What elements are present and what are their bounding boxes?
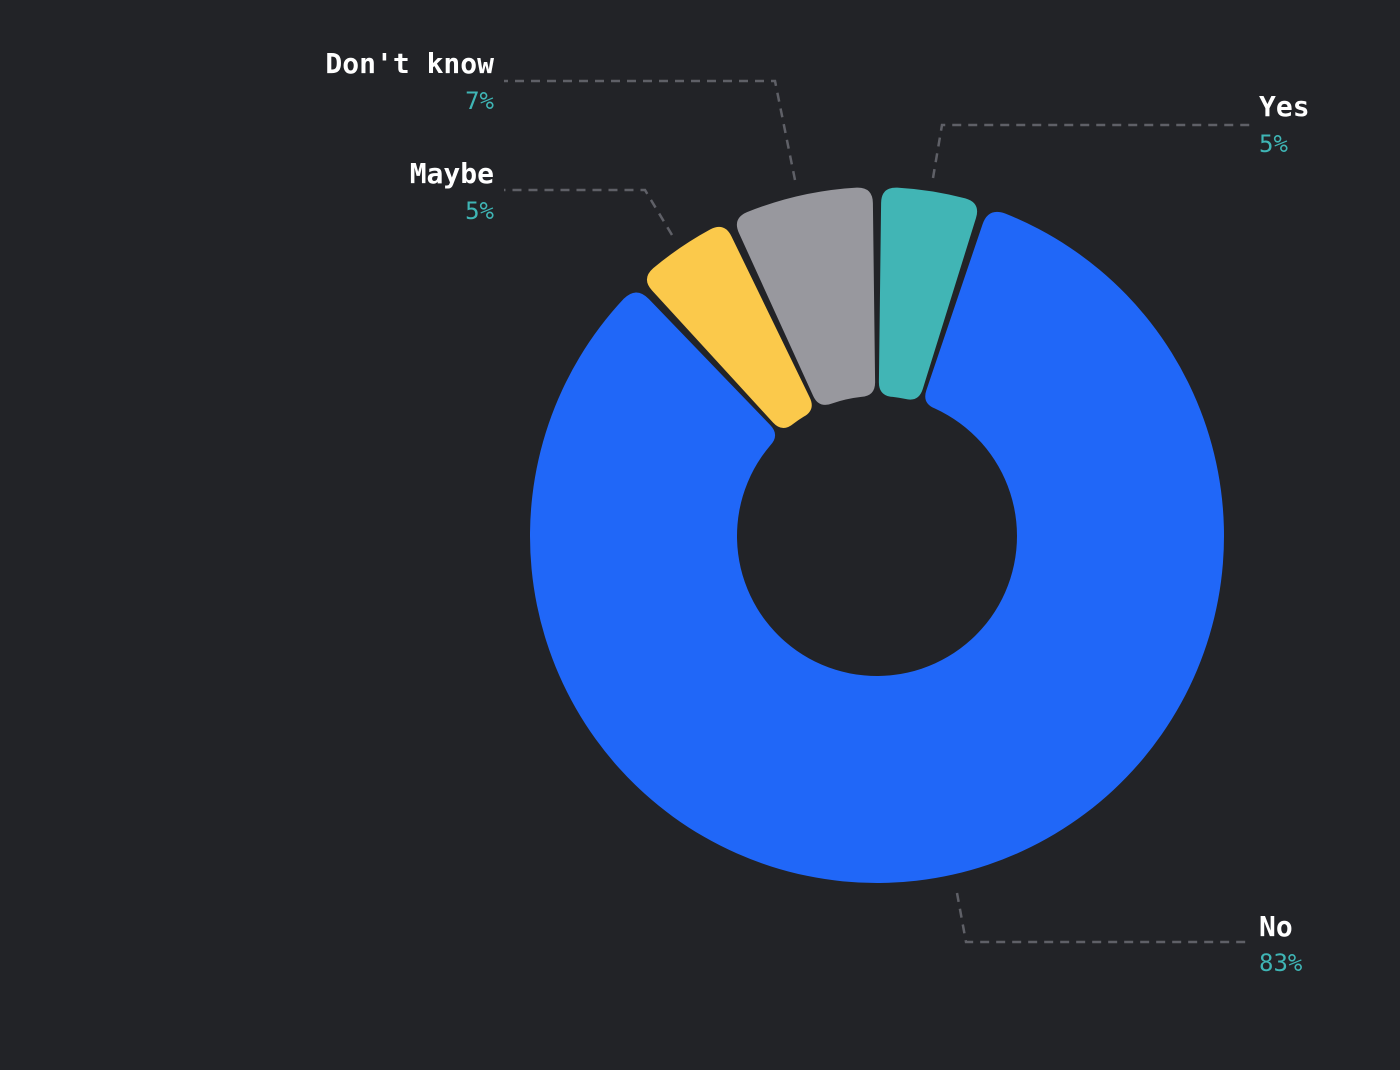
slice-no [529, 211, 1224, 884]
slice-label-value: 5% [465, 197, 494, 225]
slice-label-value: 7% [465, 87, 494, 115]
slice-label-name: Don't know [325, 47, 494, 80]
slice-label-name: No [1259, 910, 1293, 943]
slice-yes [878, 187, 978, 400]
slice-don-t-know [736, 187, 876, 405]
slice-maybe [646, 226, 812, 428]
donut-slices [529, 187, 1224, 884]
slice-labels: Yes 5% No 83% Maybe 5% Don't know 7% [325, 47, 1309, 977]
leader-line-don-t-know [504, 79, 797, 181]
leader-line-maybe [504, 188, 674, 236]
slice-label-name: Yes [1259, 90, 1310, 123]
leader-line-yes [931, 123, 1250, 179]
slice-label-value: 83% [1259, 949, 1303, 977]
leader-lines [504, 79, 1250, 944]
leader-line-no [955, 892, 1250, 944]
slice-label-value: 5% [1259, 130, 1288, 158]
slice-label-name: Maybe [410, 157, 494, 190]
